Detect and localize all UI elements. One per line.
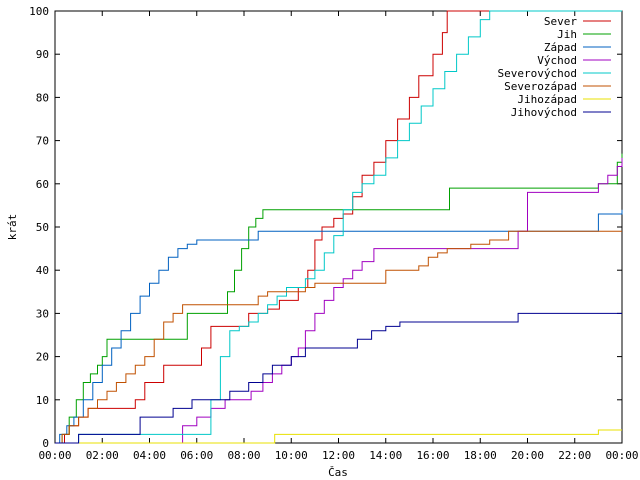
- x-tick-label: 02:00: [86, 449, 119, 462]
- series-line-4: [55, 10, 622, 444]
- x-tick-label: 22:00: [558, 449, 591, 462]
- x-axis-label: Čas: [328, 466, 348, 479]
- axis-ticks: 0 10 20 30 40 50 60 70 80 90 100 00:00 02:00 04:00 06:…: [29, 5, 638, 462]
- legend-label: Severovýchod: [498, 67, 577, 80]
- y-axis-label: krát: [6, 214, 19, 241]
- legend-label: Západ: [544, 41, 577, 54]
- x-tick-label: 08:00: [227, 449, 260, 462]
- legend-label: Sever: [544, 15, 577, 28]
- legend-label: Jihovýchod: [511, 106, 577, 119]
- y-tick-label: 40: [36, 264, 49, 277]
- legend-label: Jih: [557, 28, 577, 41]
- y-tick-label: 50: [36, 221, 49, 234]
- series-layer: [55, 10, 623, 444]
- y-tick-label: 80: [36, 91, 49, 104]
- legend: SeverJihZápadVýchodSeverovýchodSeverozáp…: [498, 15, 611, 119]
- x-tick-label: 06:00: [180, 449, 213, 462]
- x-tick-label: 16:00: [416, 449, 449, 462]
- series-line-5: [55, 230, 622, 444]
- y-tick-label: 70: [36, 135, 49, 148]
- series-line-7: [55, 312, 622, 444]
- y-tick-label: 10: [36, 394, 49, 407]
- y-tick-label: 30: [36, 307, 49, 320]
- x-tick-label: 18:00: [464, 449, 497, 462]
- x-tick-label: 12:00: [322, 449, 355, 462]
- legend-label: Jihozápad: [517, 93, 577, 106]
- y-tick-label: 90: [36, 48, 49, 61]
- series-line-6: [55, 429, 622, 444]
- x-tick-label: 00:00: [605, 449, 638, 462]
- legend-label: Východ: [537, 54, 577, 67]
- series-line-3: [55, 157, 623, 444]
- x-tick-label: 00:00: [38, 449, 71, 462]
- series-line-1: [55, 153, 623, 444]
- series-line-2: [55, 209, 623, 444]
- legend-label: Severozápad: [504, 80, 577, 93]
- y-tick-label: 20: [36, 351, 49, 364]
- y-tick-label: 100: [29, 5, 49, 18]
- x-tick-label: 10:00: [275, 449, 308, 462]
- y-tick-label: 0: [42, 437, 49, 450]
- x-tick-label: 04:00: [133, 449, 166, 462]
- y-tick-label: 60: [36, 178, 49, 191]
- x-tick-label: 14:00: [369, 449, 402, 462]
- x-tick-label: 20:00: [511, 449, 544, 462]
